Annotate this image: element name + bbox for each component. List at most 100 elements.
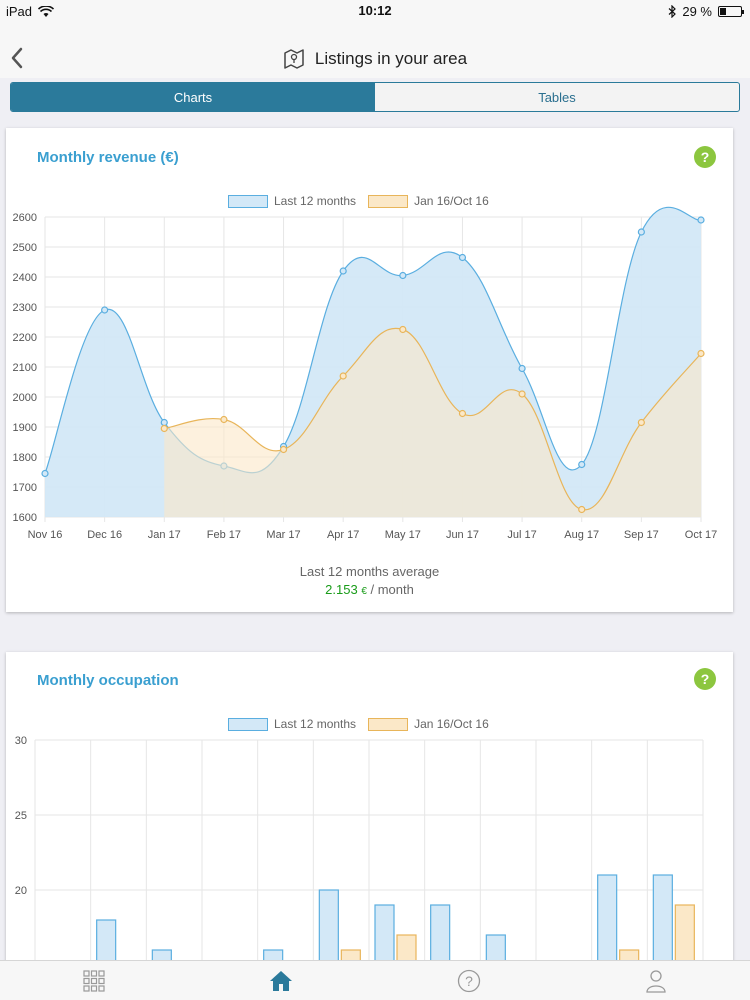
legend-swatch-orange xyxy=(368,717,409,731)
average-value: 2.153 xyxy=(325,582,358,597)
y-tick-label: 2100 xyxy=(13,362,37,374)
revenue-card: Monthly revenue (€) ? Last 12 months Jan… xyxy=(6,128,733,612)
y-tick-label: 20 xyxy=(15,885,27,897)
y-tick-label: 2200 xyxy=(13,332,37,344)
revenue-card-title: Monthly revenue (€) xyxy=(37,149,179,166)
data-point xyxy=(339,267,347,275)
x-tick-label: Sep 17 xyxy=(624,529,659,541)
y-tick-label: 1600 xyxy=(13,512,37,524)
y-tick-label: 2500 xyxy=(13,242,37,254)
x-tick-label: Nov 16 xyxy=(28,529,63,541)
data-point xyxy=(458,253,467,262)
bluetooth-icon xyxy=(668,5,677,18)
x-tick-label: Mar 17 xyxy=(266,529,300,541)
y-tick-label: 25 xyxy=(15,810,27,822)
occupation-help-button[interactable]: ? xyxy=(694,668,716,690)
data-point xyxy=(41,469,49,478)
battery-percent: 29 % xyxy=(682,4,712,19)
x-tick-label: May 17 xyxy=(385,529,421,541)
page-title: Listings in your area xyxy=(314,49,468,68)
average-caption: Last 12 months average xyxy=(299,564,440,579)
x-tick-label: Aug 17 xyxy=(564,529,599,541)
profile-icon xyxy=(646,969,666,993)
tab-tables[interactable]: Tables xyxy=(538,89,576,105)
revenue-help-button[interactable]: ? xyxy=(694,146,716,168)
data-point xyxy=(518,390,526,398)
legend-swatch-blue xyxy=(228,194,268,208)
y-tick-label: 2000 xyxy=(13,392,37,404)
legend-swatch-blue xyxy=(228,717,268,731)
occupation-chart: 1015202530 xyxy=(15,735,704,972)
data-point xyxy=(458,409,467,418)
legend-item[interactable]: Last 12 months xyxy=(228,194,356,208)
legend-item[interactable]: Jan 16/Oct 16 xyxy=(368,194,489,208)
tab-charts[interactable]: Charts xyxy=(11,83,375,111)
device-label: iPad xyxy=(6,4,33,19)
data-point xyxy=(399,325,407,334)
wifi-icon xyxy=(38,5,55,17)
tab-dashboard[interactable] xyxy=(0,961,188,1000)
bar xyxy=(674,904,695,972)
y-tick-label: 2300 xyxy=(13,302,37,314)
x-tick-label: Jun 17 xyxy=(446,529,479,541)
occupation-card: Monthly occupation ? Last 12 months Jan … xyxy=(6,652,733,972)
home-icon xyxy=(270,970,293,991)
data-point xyxy=(637,228,645,236)
data-point xyxy=(101,306,109,314)
bottom-tab-bar: ? xyxy=(0,960,750,1000)
data-point xyxy=(220,415,228,424)
x-tick-label: Jan 17 xyxy=(148,529,181,541)
map-icon xyxy=(284,49,304,69)
legend-item[interactable]: Jan 16/Oct 16 xyxy=(368,717,489,731)
revenue-legend: Last 12 months Jan 16/Oct 16 xyxy=(228,194,501,208)
y-tick-label: 1700 xyxy=(13,482,37,494)
tab-home[interactable] xyxy=(188,961,376,1000)
grid-icon xyxy=(83,969,105,992)
tab-profile[interactable] xyxy=(563,961,750,1000)
bar xyxy=(96,919,117,972)
data-point xyxy=(279,445,288,454)
occupation-card-title: Monthly occupation xyxy=(37,672,179,689)
back-button[interactable] xyxy=(6,46,30,70)
help-icon: ? xyxy=(457,969,480,992)
data-point xyxy=(160,418,168,427)
navigation-bar: Listings in your area xyxy=(0,22,750,78)
legend-label: Jan 16/Oct 16 xyxy=(414,717,489,731)
average-line: 2.153 € / month xyxy=(6,582,733,597)
series-line xyxy=(44,206,702,474)
average-currency: € xyxy=(361,586,367,597)
x-tick-label: Apr 17 xyxy=(327,529,359,541)
legend-label: Last 12 months xyxy=(274,717,357,731)
y-tick-label: 1900 xyxy=(13,422,37,434)
y-tick-label: 30 xyxy=(15,735,27,747)
data-point xyxy=(697,216,705,224)
legend-item[interactable]: Last 12 months xyxy=(228,717,356,731)
series-area xyxy=(164,328,702,517)
bar xyxy=(597,874,618,972)
x-tick-label: Feb 17 xyxy=(207,529,241,541)
data-point xyxy=(399,271,407,280)
legend-swatch-orange xyxy=(368,194,409,208)
data-point xyxy=(518,364,526,373)
legend-label: Last 12 months xyxy=(274,194,357,208)
x-tick-label: Oct 17 xyxy=(685,529,717,541)
data-point xyxy=(578,505,586,514)
y-tick-label: 2600 xyxy=(13,212,37,224)
view-switcher: Charts Tables xyxy=(10,82,740,112)
average-unit: / month xyxy=(370,582,414,597)
data-point xyxy=(160,424,168,433)
data-point xyxy=(697,349,705,358)
battery-icon xyxy=(718,6,744,17)
y-tick-label: 2400 xyxy=(13,272,37,284)
clock: 10:12 xyxy=(358,3,392,18)
x-tick-label: Jul 17 xyxy=(507,529,536,541)
series-line xyxy=(164,327,702,511)
data-point xyxy=(637,418,645,427)
data-point xyxy=(578,460,586,469)
x-tick-label: Dec 16 xyxy=(87,529,122,541)
status-bar: iPad 10:12 29 % xyxy=(0,0,750,22)
bar xyxy=(374,904,395,972)
tab-help[interactable]: ? xyxy=(375,961,563,1000)
occupation-legend: Last 12 months Jan 16/Oct 16 xyxy=(228,717,501,731)
legend-label: Jan 16/Oct 16 xyxy=(414,194,489,208)
